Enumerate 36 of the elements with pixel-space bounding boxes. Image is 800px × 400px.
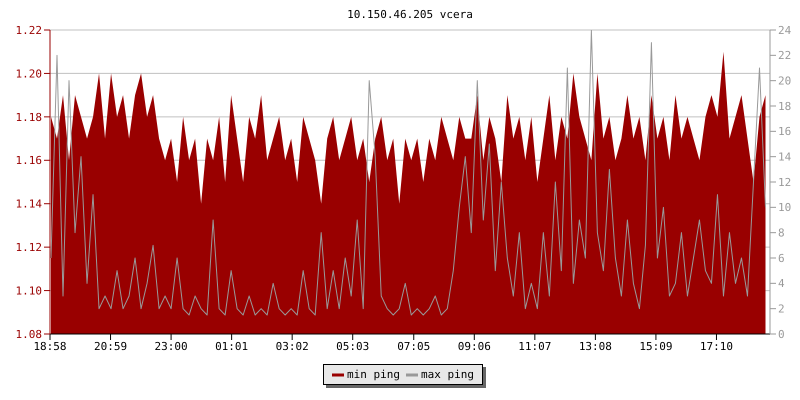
y-tick-label: 1.22 (16, 24, 42, 37)
x-tick-label: 13:08 (578, 340, 612, 353)
y2-tick-label: 6 (778, 252, 785, 265)
y-tick-label: 1.16 (16, 154, 42, 168)
legend-label: max ping (420, 368, 474, 381)
legend-label: min ping (346, 368, 400, 381)
y2-tick-label: 8 (778, 226, 785, 240)
y-tick-label: 1.08 (16, 328, 42, 341)
y2-tick-label: 20 (778, 74, 792, 88)
chart-title: 10.150.46.205 vcera (346, 8, 474, 21)
y2-tick-label: 4 (778, 277, 785, 290)
y2-tick-label: 0 (778, 328, 785, 341)
y2-tick-label: 12 (778, 176, 792, 189)
y2-tick-label: 24 (778, 24, 792, 37)
y2-tick-label: 10 (778, 201, 792, 214)
x-tick-label: 17:10 (700, 340, 734, 353)
y2-tick-label: 14 (778, 150, 792, 164)
y-tick-label: 1.14 (16, 198, 42, 211)
x-tick-label: 15:09 (639, 340, 672, 353)
x-tick-label: 20:59 (94, 340, 128, 353)
x-tick-label: 23:00 (154, 340, 188, 353)
x-tick-label: 03:02 (276, 340, 309, 353)
y2-tick-label: 16 (778, 125, 792, 138)
y2-tick-label: 22 (778, 49, 792, 62)
x-tick-label: 18:58 (33, 340, 67, 353)
x-tick-label: 11:07 (518, 340, 552, 353)
y-tick-label: 1.10 (16, 284, 42, 298)
y2-tick-label: 18 (778, 100, 792, 113)
x-tick-label: 09:06 (458, 340, 491, 353)
x-tick-label: 01:01 (215, 340, 248, 353)
x-tick-label: 05:03 (336, 340, 370, 353)
y2-tick-label: 2 (778, 302, 785, 316)
y-tick-label: 1.12 (16, 241, 42, 254)
y-tick-label: 1.20 (16, 67, 42, 80)
y-tick-label: 1.18 (16, 110, 42, 124)
x-tick-label: 07:05 (397, 340, 430, 353)
